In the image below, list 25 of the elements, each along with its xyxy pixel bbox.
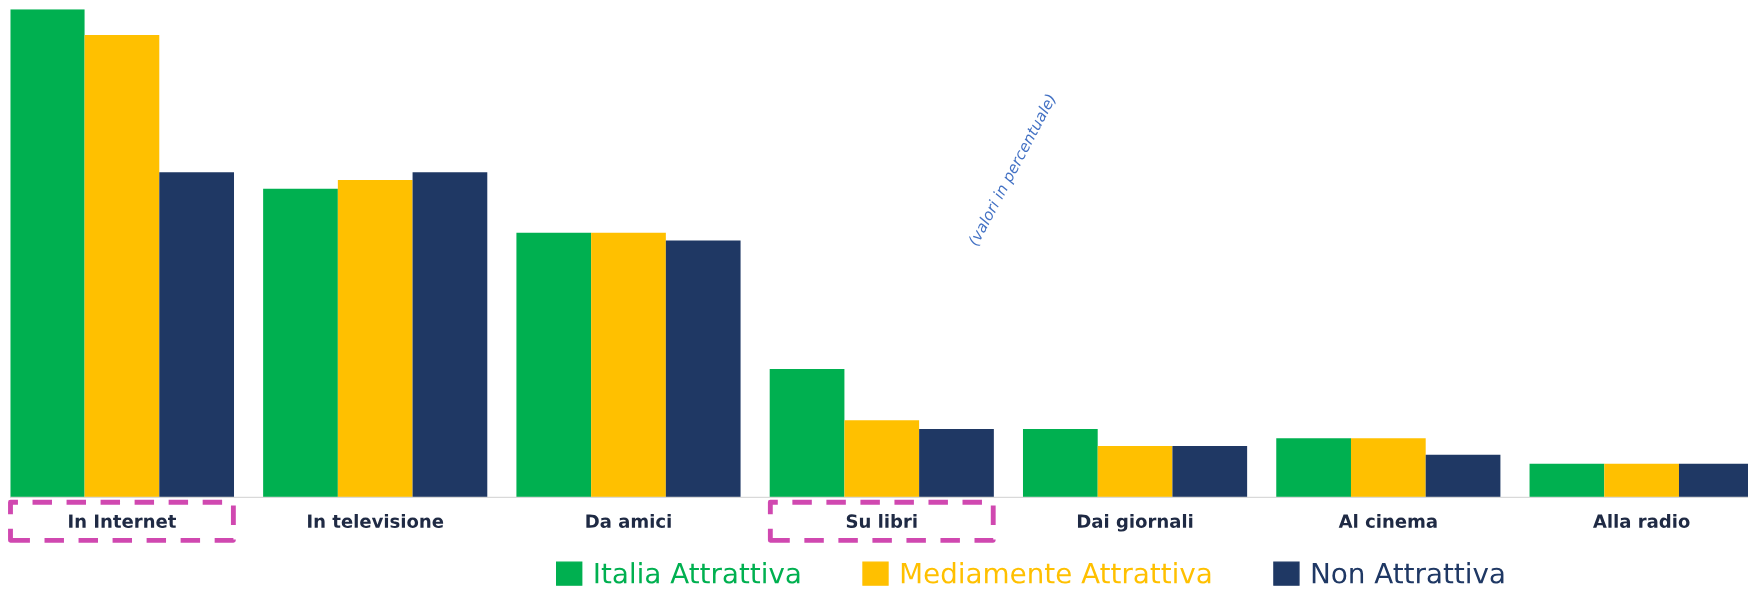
bar bbox=[591, 232, 666, 498]
bar bbox=[1022, 429, 1098, 498]
bar bbox=[1172, 446, 1248, 498]
legend-label: Mediamente Attrattiva bbox=[901, 562, 1211, 584]
x-tick-label: Al cinema bbox=[1338, 514, 1437, 528]
x-tick-label: In televisione bbox=[308, 514, 444, 528]
bar bbox=[1350, 438, 1426, 498]
bar bbox=[1529, 463, 1605, 498]
x-tick-label: Alla radio bbox=[1592, 514, 1690, 528]
bar bbox=[1097, 446, 1173, 498]
bar bbox=[412, 172, 488, 498]
legend-label: Non Attrattiva bbox=[1312, 562, 1504, 584]
bar bbox=[263, 188, 338, 498]
bar bbox=[1276, 438, 1351, 498]
x-tick-label: Dai giornali bbox=[1077, 514, 1193, 532]
legend-label: Italia Attrattiva bbox=[595, 562, 800, 584]
bar bbox=[337, 180, 413, 498]
bar bbox=[10, 9, 85, 498]
x-tick-label: Da amici bbox=[586, 514, 671, 528]
bar bbox=[665, 240, 741, 498]
x-tick-label: Su libri bbox=[846, 514, 917, 528]
bar bbox=[1425, 454, 1501, 498]
bar bbox=[516, 232, 592, 498]
bar bbox=[919, 429, 994, 498]
x-tick-label: In Internet bbox=[69, 514, 176, 528]
